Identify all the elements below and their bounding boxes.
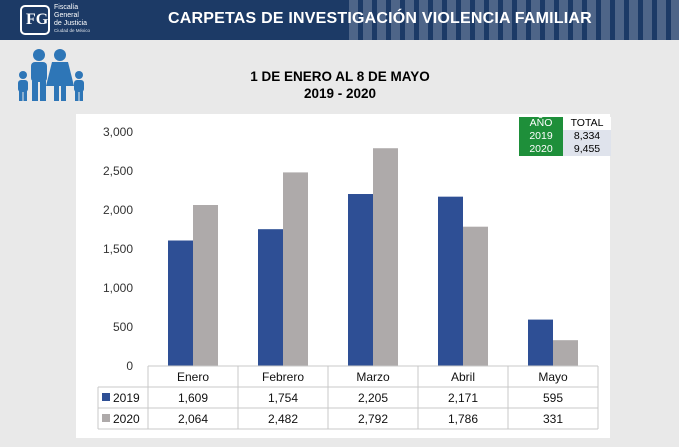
family-icon (18, 49, 84, 101)
header-pattern (349, 0, 679, 40)
data-label: 2,205 (358, 391, 388, 405)
y-tick-label: 3,000 (103, 125, 133, 139)
bar-chart: 0 500 1,000 1,500 2,000 2,500 3,000 Enero Febrer… (97, 125, 599, 430)
bar-2020-enero (193, 205, 218, 366)
category-label: Febrero (262, 370, 304, 384)
logo-line-1: Fiscalía (54, 4, 79, 11)
data-label: 1,754 (268, 391, 298, 405)
bar-2019-mayo (528, 319, 553, 366)
summary-header-row: AÑO TOTAL (519, 117, 611, 130)
data-label: 595 (543, 391, 563, 405)
legend-label-2020: 2020 (113, 412, 140, 426)
page-header: FG Fiscalía General de Justicia Ciudad d… (0, 0, 679, 40)
data-label: 2,482 (268, 412, 298, 426)
summary-row: 2019 8,334 (519, 130, 611, 143)
legend-label-2019: 2019 (113, 391, 140, 405)
logo-line-2: General (54, 12, 79, 19)
summary-header-year: AÑO (519, 117, 563, 130)
y-tick-label: 1,000 (103, 281, 133, 295)
summary-year: 2020 (519, 143, 563, 156)
legend-swatch-2019 (102, 393, 110, 401)
summary-year: 2019 (519, 130, 563, 143)
data-label: 331 (543, 412, 563, 426)
summary-total: 9,455 (563, 143, 611, 156)
summary-total: 8,334 (563, 130, 611, 143)
bar-2020-febrero (283, 172, 308, 366)
page-title: CARPETAS DE INVESTIGACIÓN VIOLENCIA FAMI… (168, 10, 592, 27)
data-label: 1,786 (448, 412, 478, 426)
data-label: 1,609 (178, 391, 208, 405)
category-label: Mayo (538, 370, 568, 384)
summary-header-total: TOTAL (563, 117, 611, 130)
subtitle-years: 2019 - 2020 (303, 86, 377, 101)
logo-line-3: de Justicia (54, 20, 88, 27)
summary-table: AÑO TOTAL 2019 8,334 2020 9,455 (519, 117, 611, 156)
data-label: 2,171 (448, 391, 478, 405)
logo-mark: FG (26, 11, 49, 28)
fiscalia-logo: FG (20, 5, 50, 35)
chart-subtitle: 1 DE ENERO AL 8 DE MAYO 2019 - 2020 (160, 68, 520, 102)
bar-2019-marzo (348, 194, 373, 366)
y-tick-label: 500 (113, 320, 133, 334)
y-tick-label: 2,500 (103, 164, 133, 178)
chart-panel: 0 500 1,000 1,500 2,000 2,500 3,000 Enero Febrer… (76, 114, 610, 438)
bar-2019-febrero (258, 229, 283, 366)
category-label: Abril (451, 370, 475, 384)
y-tick-label: 2,000 (103, 203, 133, 217)
category-label: Enero (177, 370, 209, 384)
y-tick-label: 0 (126, 359, 133, 373)
logo-line-4: Ciudad de México (54, 28, 91, 33)
subtitle-date-range: 1 DE ENERO AL 8 DE MAYO (250, 69, 430, 84)
data-label: 2,064 (178, 412, 208, 426)
bar-2019-enero (168, 240, 193, 366)
y-tick-label: 1,500 (103, 242, 133, 256)
bar-2019-abril (438, 196, 463, 366)
category-label: Marzo (356, 370, 390, 384)
bar-2020-marzo (373, 148, 398, 366)
legend-swatch-2020 (102, 414, 110, 422)
bar-2020-mayo (553, 340, 578, 366)
bar-2020-abril (463, 226, 488, 366)
summary-row: 2020 9,455 (519, 143, 611, 156)
logo-text: Fiscalía General de Justicia Ciudad de M… (54, 4, 90, 34)
data-label: 2,792 (358, 412, 388, 426)
